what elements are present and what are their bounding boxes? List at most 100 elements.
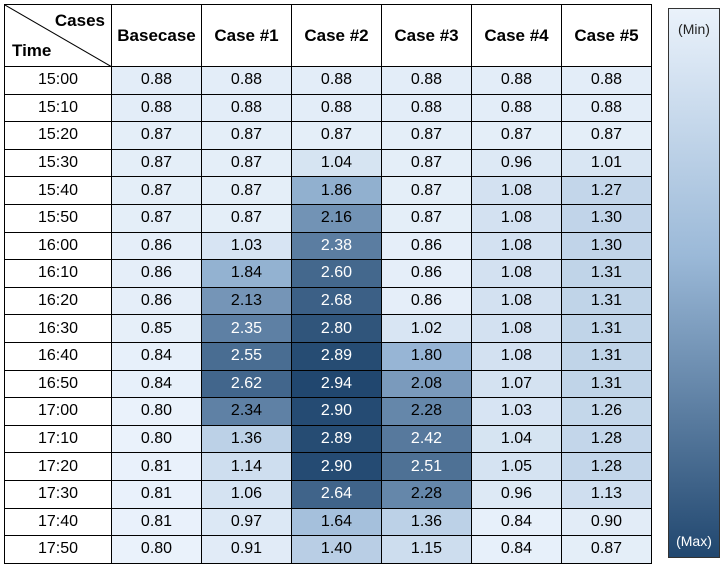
heatmap-cell: 1.31 — [561, 286, 652, 316]
heatmap-cell: 0.87 — [471, 121, 562, 150]
heatmap-cell: 1.08 — [471, 286, 562, 316]
heatmap-cell: 1.04 — [291, 148, 382, 178]
heatmap-cell: 2.35 — [201, 314, 292, 343]
heatmap-cell: 1.08 — [471, 259, 562, 288]
heatmap-cell: 0.84 — [111, 369, 202, 399]
heatmap-cell: 1.30 — [561, 203, 652, 233]
heatmap-cell: 0.86 — [111, 286, 202, 316]
row-label: 17:50 — [4, 535, 112, 564]
row-label: 15:30 — [4, 148, 112, 178]
heatmap-cell: 0.88 — [201, 66, 292, 95]
column-header-3: Case #3 — [381, 4, 472, 67]
heatmap-cell: 0.90 — [561, 507, 652, 537]
row-label: 15:10 — [4, 93, 112, 123]
heatmap-cell: 2.51 — [381, 452, 472, 481]
column-header-label: Cases — [54, 11, 105, 30]
table-row: 15:20 0.87 0.87 0.87 0.87 0.87 0.87 — [4, 121, 652, 150]
heatmap-cell: 0.86 — [381, 286, 472, 316]
row-label: 15:00 — [4, 66, 112, 95]
row-label: 15:20 — [4, 121, 112, 150]
heatmap-cell: 2.13 — [201, 286, 292, 316]
table-row: 16:50 0.84 2.62 2.94 2.08 1.07 1.31 — [4, 369, 652, 399]
heatmap-cell: 1.08 — [471, 176, 562, 205]
table-row: 17:30 0.81 1.06 2.64 2.28 0.96 1.13 — [4, 479, 652, 509]
table-row: 16:00 0.86 1.03 2.38 0.86 1.08 1.30 — [4, 231, 652, 261]
heatmap-cell: 1.07 — [471, 369, 562, 399]
header-row: Cases Time Basecase Case #1 Case #2 Case #3… — [4, 4, 652, 67]
heatmap-cell: 0.86 — [111, 259, 202, 288]
heatmap-cell: 1.31 — [561, 341, 652, 371]
heatmap-cell: 1.03 — [471, 397, 562, 426]
heatmap-cell: 2.89 — [291, 424, 382, 454]
column-header-2: Case #2 — [291, 4, 382, 67]
heatmap-cell: 1.84 — [201, 259, 292, 288]
table-row: 15:50 0.87 0.87 2.16 0.87 1.08 1.30 — [4, 203, 652, 233]
heatmap-cell: 2.80 — [291, 314, 382, 343]
heatmap-cell: 0.87 — [561, 535, 652, 564]
heatmap-cell: 0.87 — [111, 148, 202, 178]
heatmap-cell: 1.31 — [561, 314, 652, 343]
heatmap-cell: 0.88 — [381, 66, 472, 95]
column-header-1: Case #1 — [201, 4, 292, 67]
heatmap-cell: 0.88 — [111, 66, 202, 95]
heatmap-cell: 0.97 — [201, 507, 292, 537]
heatmap-cell: 0.87 — [381, 148, 472, 178]
table-row: 17:40 0.81 0.97 1.64 1.36 0.84 0.90 — [4, 507, 652, 537]
heatmap-cell: 2.89 — [291, 341, 382, 371]
column-header-4: Case #4 — [471, 4, 562, 67]
heatmap-cell: 2.38 — [291, 231, 382, 261]
heatmap-cell: 1.08 — [471, 203, 562, 233]
heatmap-cell: 0.87 — [201, 121, 292, 150]
heatmap-cell: 1.36 — [381, 507, 472, 537]
heatmap-cell: 0.88 — [561, 93, 652, 123]
heatmap-cell: 0.87 — [201, 176, 292, 205]
heatmap-cell: 2.28 — [381, 397, 472, 426]
heatmap-cell: 0.88 — [381, 93, 472, 123]
heatmap-cell: 0.84 — [471, 507, 562, 537]
heatmap-cell: 1.02 — [381, 314, 472, 343]
heatmap-cell: 0.87 — [381, 203, 472, 233]
table-row: 16:20 0.86 2.13 2.68 0.86 1.08 1.31 — [4, 286, 652, 316]
heatmap-cell: 0.88 — [471, 66, 562, 95]
heatmap-cell: 0.88 — [291, 93, 382, 123]
table-row: 17:50 0.80 0.91 1.40 1.15 0.84 0.87 — [4, 535, 652, 564]
heatmap-cell: 1.31 — [561, 369, 652, 399]
heatmap-cell: 0.88 — [111, 93, 202, 123]
heatmap-cell: 2.62 — [201, 369, 292, 399]
colorscale-legend: (Min) (Max) — [668, 8, 720, 558]
heatmap-cell: 1.14 — [201, 452, 292, 481]
heatmap-cell: 1.28 — [561, 424, 652, 454]
heatmap-cell: 0.91 — [201, 535, 292, 564]
heatmap-body: 15:00 0.88 0.88 0.88 0.88 0.88 0.88 15:10 0.88 0.… — [4, 66, 652, 564]
table-row: 15:30 0.87 0.87 1.04 0.87 0.96 1.01 — [4, 148, 652, 178]
row-label: 16:30 — [4, 314, 112, 343]
heatmap-cell: 2.68 — [291, 286, 382, 316]
heatmap-table: Cases Time Basecase Case #1 Case #2 Case #3… — [4, 4, 652, 564]
heatmap-cell: 0.88 — [471, 93, 562, 123]
heatmap-cell: 2.34 — [201, 397, 292, 426]
heatmap-cell: 0.80 — [111, 397, 202, 426]
heatmap-cell: 1.08 — [471, 314, 562, 343]
heatmap-table-container: Cases Time Basecase Case #1 Case #2 Case #3… — [4, 4, 652, 564]
row-label: 16:00 — [4, 231, 112, 261]
corner-header-cell: Cases Time — [4, 4, 112, 67]
row-label: 17:30 — [4, 479, 112, 509]
heatmap-cell: 1.64 — [291, 507, 382, 537]
heatmap-cell: 0.86 — [381, 259, 472, 288]
heatmap-cell: 1.36 — [201, 424, 292, 454]
heatmap-cell: 0.88 — [201, 93, 292, 123]
heatmap-cell: 2.64 — [291, 479, 382, 509]
heatmap-cell: 0.96 — [471, 479, 562, 509]
heatmap-cell: 1.15 — [381, 535, 472, 564]
row-label: 17:00 — [4, 397, 112, 426]
heatmap-cell: 0.81 — [111, 507, 202, 537]
heatmap-cell: 2.08 — [381, 369, 472, 399]
row-label: 16:10 — [4, 259, 112, 288]
table-row: 15:00 0.88 0.88 0.88 0.88 0.88 0.88 — [4, 66, 652, 95]
heatmap-cell: 1.28 — [561, 452, 652, 481]
heatmap-cell: 2.90 — [291, 397, 382, 426]
heatmap-cell: 0.87 — [111, 176, 202, 205]
heatmap-cell: 0.88 — [561, 66, 652, 95]
heatmap-cell: 0.96 — [471, 148, 562, 178]
heatmap-cell: 1.13 — [561, 479, 652, 509]
